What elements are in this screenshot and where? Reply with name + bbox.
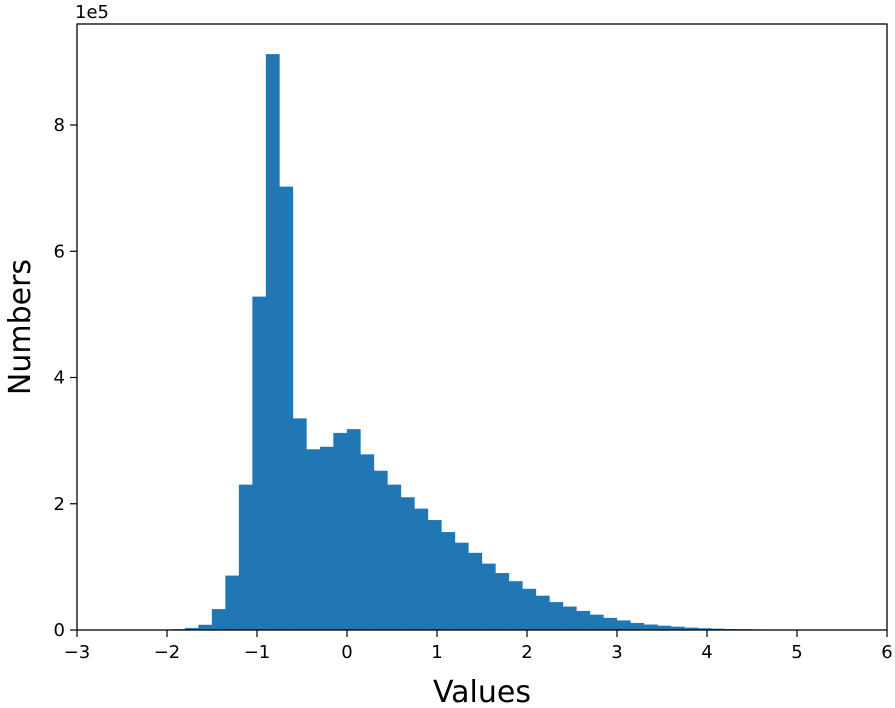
histogram-bar: [387, 484, 402, 631]
histogram-bars: [171, 54, 888, 631]
histogram-bar: [373, 470, 388, 631]
histogram-bar: [346, 429, 361, 631]
x-tick-label: 3: [611, 642, 622, 663]
histogram-bar: [319, 446, 334, 631]
histogram-bar: [198, 624, 213, 631]
histogram-bar: [468, 552, 483, 631]
y-axis-ticks: 0 2 4 6 8: [54, 115, 77, 641]
histogram-bar: [265, 54, 280, 631]
x-axis-label: Values: [433, 675, 531, 708]
y-tick-label: 2: [54, 494, 65, 515]
histogram-bar: [238, 484, 253, 631]
histogram-bar: [589, 614, 604, 631]
histogram-bar: [306, 449, 321, 631]
y-axis-label: Numbers: [3, 259, 38, 395]
plot-frame: [76, 23, 888, 631]
histogram-bar: [427, 520, 442, 631]
x-tick-label: 5: [791, 642, 802, 663]
x-tick-label: −1: [244, 642, 271, 663]
histogram-bar: [360, 454, 375, 631]
x-tick-label: −2: [154, 642, 181, 663]
histogram-bar: [508, 581, 523, 631]
histogram-bar: [252, 296, 267, 631]
histogram-bar: [522, 588, 537, 631]
histogram-bar: [549, 602, 564, 631]
x-tick-label: 2: [521, 642, 532, 663]
histogram-bar: [400, 497, 415, 631]
y-axis-offset-label: 1e5: [75, 2, 109, 23]
x-tick-label: −3: [64, 642, 91, 663]
histogram-bar: [495, 573, 510, 631]
histogram-bar: [279, 186, 294, 631]
histogram-bar: [454, 542, 469, 631]
histogram-bar: [576, 610, 591, 631]
histogram-bar: [292, 418, 307, 631]
x-axis-ticks: −3 −2 −1 0 1 2 3 4 5 6: [64, 630, 893, 663]
histogram-bar: [616, 620, 631, 631]
y-tick-label: 6: [54, 241, 65, 262]
histogram-bar: [535, 595, 550, 631]
x-tick-label: 0: [341, 642, 352, 663]
y-tick-label: 8: [54, 115, 65, 136]
histogram-bar: [333, 432, 348, 631]
histogram-bar: [603, 617, 618, 631]
histogram-bar: [643, 624, 658, 631]
x-tick-label: 6: [881, 642, 892, 663]
histogram-bar: [441, 532, 456, 631]
histogram-bar: [630, 622, 645, 631]
y-tick-label: 0: [54, 620, 65, 641]
histogram-bar: [481, 563, 496, 631]
y-tick-label: 4: [54, 368, 65, 389]
x-tick-label: 4: [701, 642, 712, 663]
x-tick-label: 1: [431, 642, 442, 663]
histogram-bar: [414, 508, 429, 631]
histogram-bar: [225, 575, 240, 631]
histogram-bar: [211, 609, 226, 631]
histogram-bar: [562, 606, 577, 631]
